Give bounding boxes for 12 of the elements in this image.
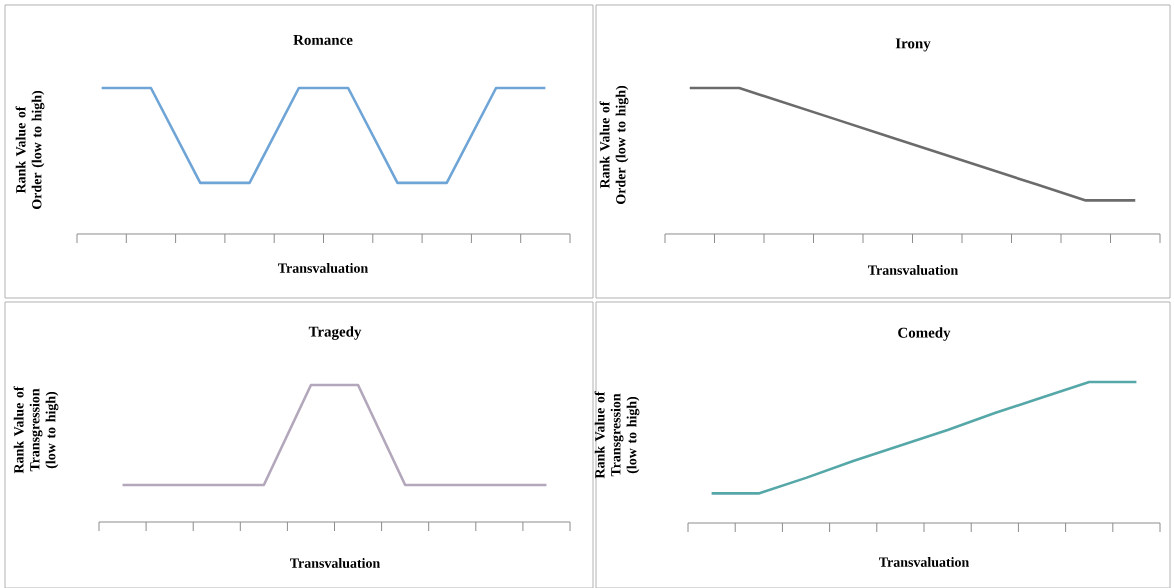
chart-title: Tragedy [308,326,362,340]
chart-title: Comedy [898,327,951,341]
chart-title: Irony [895,38,931,52]
y-axis-title: Rank Value of Transgression (low to high) [594,391,640,479]
x-axis-title: Transvaluation [868,265,959,275]
x-axis-title: Transvaluation [278,263,369,273]
y-axis-title: Rank Value of Order (low to high) [15,90,45,209]
chart-title: Romance [293,35,353,45]
y-axis-title: Rank Value of Order (low to high) [599,85,629,204]
y-axis-title: Rank Value of Transgression (low to high) [13,386,59,474]
x-axis-title: Transvaluation [290,558,381,568]
x-axis-title: Transvaluation [879,557,970,567]
